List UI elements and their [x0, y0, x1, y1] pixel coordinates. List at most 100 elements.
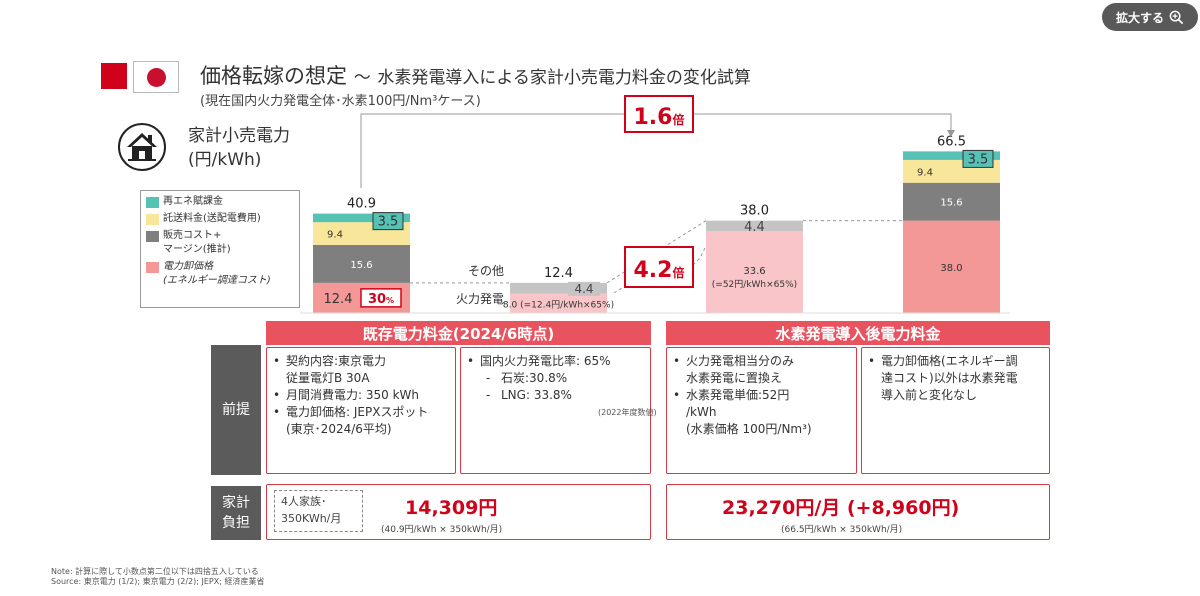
legend-item-sales: 販売コスト+ マージン(推計) — [146, 229, 294, 257]
premise-box-thermal: 国内火力発電比率: 65% 石炭:30.8% LNG: 33.8% (2022年… — [460, 347, 657, 474]
other-callout-box — [568, 281, 600, 296]
renewable-callout-box — [962, 149, 994, 168]
premise-list: 契約内容:東京電力 従量電灯B 30A月間消費電力: 350 kWh電力卸価格:… — [273, 353, 449, 438]
premise-item: 電力卸価格(エネルギー調 達コスト)以外は水素発電 導入前と変化なし — [868, 353, 1043, 404]
premise-note: (2022年度数値) — [598, 408, 657, 417]
multiplier-label-hydrogen: 4.2倍 — [634, 258, 685, 283]
side-label-other: その他 — [468, 264, 504, 278]
bar-segment-label: 12.4 — [324, 292, 353, 307]
bar-segment-label: 33.6 — [743, 266, 765, 277]
zoom-button-label: 拡大する — [1115, 10, 1164, 25]
bracket-line — [613, 285, 626, 294]
bar-segment-label: 38.0 — [940, 263, 962, 274]
premise-item: 月間消費電力: 350 kWh — [273, 387, 449, 404]
hydrogen-monthly-cost: 23,270円/月 (+8,960円) — [722, 497, 960, 519]
bar-segment-label: 15.6 — [940, 198, 962, 209]
bar-segment — [510, 293, 607, 313]
bar-segment — [903, 182, 1000, 221]
bar-segment — [313, 244, 410, 283]
premise-item: 国内火力発電比率: 65% — [467, 353, 644, 370]
bar-segment-label: 9.4 — [917, 167, 933, 178]
premise-item: 火力発電相当分のみ 水素発電に置換え — [673, 353, 850, 387]
title-sub: 水素発電導入による家計小売電力料金の変化試算 — [377, 68, 751, 88]
legend-item-renewable: 再エネ賦課金 — [146, 195, 294, 209]
bar-total-label: 38.0 — [740, 204, 769, 219]
bar-total-label: 40.9 — [347, 197, 376, 212]
connector-line — [606, 220, 707, 284]
stacked-bar-chart: 40.9 12.4 38.0 66.5 12.4 15.6 9.4 3.5 38.0 15.6 9.… — [300, 95, 1010, 314]
page-subtitle: (現在国内火力発電全体･水素100円/Nm³ケース) — [200, 94, 481, 109]
title-accent-square — [101, 63, 127, 89]
bracket-arrow — [947, 130, 955, 137]
legend-swatch — [146, 231, 159, 242]
bar-segment-label: 8.0 (=12.4円/kWh×65%) — [503, 299, 614, 310]
legend-label: 再エネ賦課金 — [163, 196, 223, 207]
multiplier-box-hydrogen — [624, 246, 694, 288]
unit-label: 家計小売電力 (円/kWh) — [188, 124, 290, 172]
footnote: Note: 計算に際して小数点第二位以下は四捨五入している — [51, 567, 259, 576]
legend-swatch — [146, 214, 159, 225]
legend-label: 託送料金(送配電費用) — [163, 213, 261, 224]
premise-box-unchanged: 電力卸価格(エネルギー調 達コスト)以外は水素発電 導入前と変化なし — [861, 347, 1050, 474]
page-title: 価格転嫁の想定 ～ 水素発電導入による家計小売電力料金の変化試算 — [200, 60, 751, 90]
burden-box-hydrogen — [666, 484, 1050, 540]
premise-item: 電力卸価格: JEPXスポット (東京･2024/6平均) — [273, 404, 449, 438]
current-monthly-cost: 14,309円 — [405, 497, 498, 519]
burden-label: 家計 負担 — [211, 486, 261, 540]
premise-item: 水素発電単価:52円 /kWh (水素価格 100円/Nm³) — [673, 387, 850, 438]
title-main: 価格転嫁の想定 — [200, 64, 347, 88]
section-head-current: 既存電力料金(2024/6時点) — [266, 321, 651, 345]
pct-label: 30% — [368, 292, 394, 307]
bar-total-label: 66.5 — [937, 134, 966, 149]
bar-segment-label: 4.4 — [744, 220, 765, 235]
legend-item-wholesale: 電力卸価格 (エネルギー調達コスト) — [146, 260, 294, 288]
legend-label: 電力卸価格 (エネルギー調達コスト) — [163, 261, 271, 286]
zoom-in-icon — [1169, 10, 1184, 24]
hydrogen-cost-calc: (66.5円/kWh × 350kWh/月) — [781, 525, 903, 535]
burden-box-current — [266, 484, 651, 540]
unit-label-line2: (円/kWh) — [188, 150, 262, 170]
zoom-button[interactable]: 拡大する — [1102, 3, 1198, 31]
premise-box-contract: 契約内容:東京電力 従量電灯B 30A月間消費電力: 350 kWh電力卸価格:… — [266, 347, 456, 474]
legend-label: 販売コスト+ マージン(推計) — [163, 230, 231, 255]
premise-sub-item: LNG: 33.8% — [467, 387, 644, 404]
unit-label-line1: 家計小売電力 — [188, 126, 290, 146]
premise-list: 火力発電相当分のみ 水素発電に置換え水素発電単価:52円 /kWh (水素価格 … — [673, 353, 850, 438]
premise-list: 国内火力発電比率: 65% 石炭:30.8% LNG: 33.8% (2022年… — [467, 353, 657, 421]
bracket-line — [360, 113, 625, 188]
title-separator: ～ — [353, 68, 371, 88]
bar-segment — [510, 282, 607, 294]
bar-segment — [903, 220, 1000, 313]
legend-item-transmission: 託送料金(送配電費用) — [146, 212, 294, 226]
bar-segment-label: 15.6 — [350, 260, 372, 271]
japan-flag-icon — [133, 61, 179, 93]
bar-segment — [706, 220, 803, 232]
bar-segment-label: 9.4 — [327, 230, 343, 241]
multiplier-box-overall — [624, 95, 694, 133]
house-icon — [118, 123, 166, 171]
source-note: Source: 東京電力 (1/2); 東京電力 (2/2); JEPX; 経済… — [51, 577, 265, 586]
bar-segment — [706, 231, 803, 313]
bar-segment — [313, 213, 410, 223]
legend-swatch — [146, 197, 159, 208]
premise-sub-item: 石炭:30.8% — [467, 370, 644, 387]
bar-total-label: 12.4 — [544, 266, 573, 281]
bar-segment-label: 4.4 — [574, 282, 593, 296]
pct-box — [360, 288, 402, 308]
premise-label: 前提 — [211, 345, 261, 475]
bar-segment — [903, 151, 1000, 160]
side-label-thermal: 火力発電 — [456, 292, 504, 306]
multiplier-label-overall: 1.6倍 — [634, 105, 685, 130]
chart-legend: 再エネ賦課金 託送料金(送配電費用) 販売コスト+ マージン(推計) 電力卸価格… — [140, 190, 300, 308]
bar-segment-label: 3.5 — [968, 152, 989, 167]
bar-segment-label: (=52円/kWh×65%) — [712, 279, 797, 290]
bracket-line — [692, 245, 707, 266]
current-cost-calc: (40.9円/kWh × 350kWh/月) — [381, 525, 503, 535]
bracket-line — [693, 113, 952, 132]
section-head-hydrogen: 水素発電導入後電力料金 — [666, 321, 1050, 345]
bar-segment-label: 3.5 — [378, 215, 399, 230]
premise-list: 電力卸価格(エネルギー調 達コスト)以外は水素発電 導入前と変化なし — [868, 353, 1043, 404]
premise-item: 契約内容:東京電力 従量電灯B 30A — [273, 353, 449, 387]
household-box: 4人家族･ 350KWh/月 — [274, 490, 363, 532]
legend-swatch — [146, 262, 159, 273]
